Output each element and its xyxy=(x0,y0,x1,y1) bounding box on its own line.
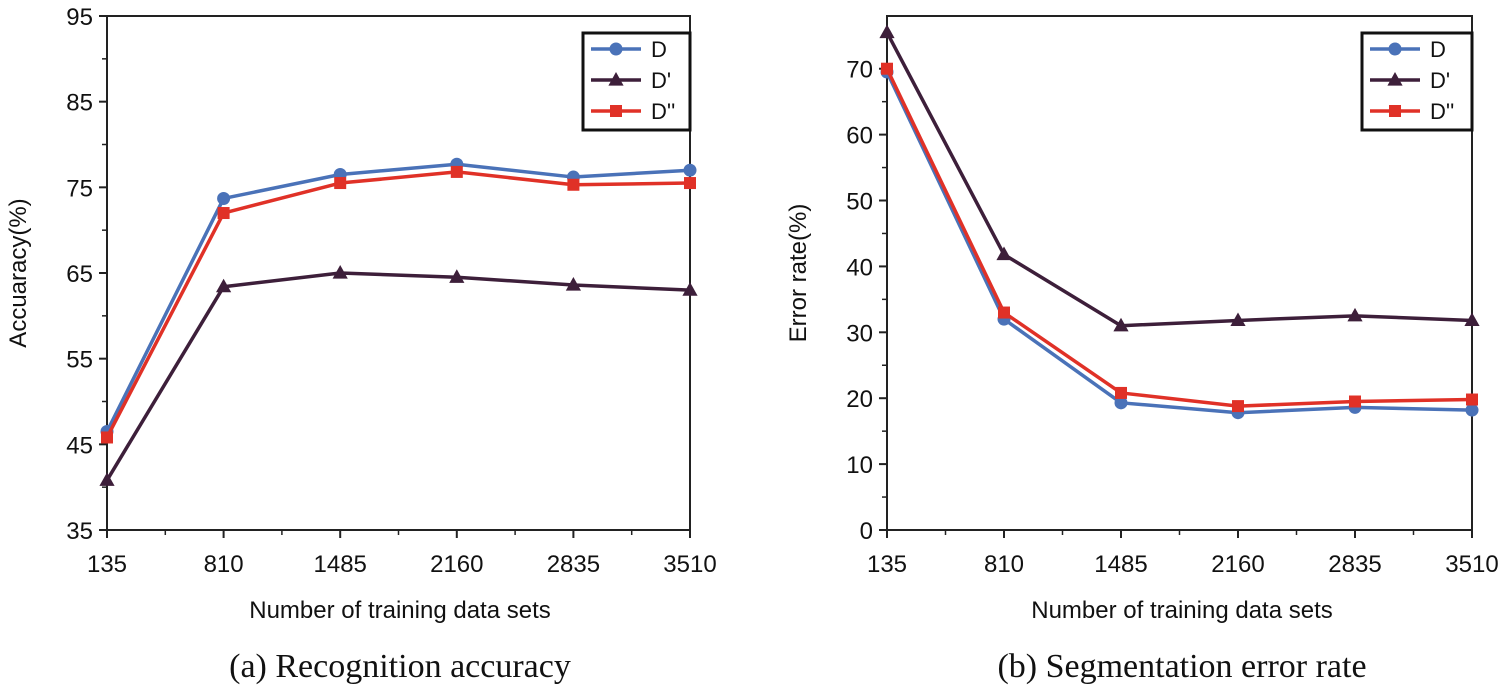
x-tick-label: 2835 xyxy=(547,551,600,578)
legend-marker xyxy=(1387,72,1403,86)
data-point xyxy=(450,165,463,178)
data-point xyxy=(881,62,893,75)
series-line xyxy=(885,31,1473,328)
x-axis-title: Number of training data sets xyxy=(1031,597,1333,624)
series-d xyxy=(100,157,697,438)
legend-marker xyxy=(1389,105,1401,117)
data-point xyxy=(1113,317,1129,332)
data-point xyxy=(1347,307,1363,322)
data-point xyxy=(1466,393,1478,406)
series-dpp xyxy=(881,62,1478,413)
y-tick-label: 45 xyxy=(66,432,93,459)
data-point xyxy=(332,265,348,279)
data-point xyxy=(998,306,1010,319)
series-line xyxy=(105,271,691,482)
x-tick-label: 2835 xyxy=(1328,551,1381,578)
data-point xyxy=(99,472,115,486)
x-tick-label: 135 xyxy=(867,551,907,578)
legend-marker xyxy=(1388,42,1402,56)
data-point xyxy=(683,163,697,177)
x-tick-label: 810 xyxy=(984,551,1024,578)
y-tick-label: 85 xyxy=(66,90,93,117)
legend-marker xyxy=(609,42,623,56)
data-point xyxy=(1115,386,1127,399)
data-point xyxy=(1232,400,1244,413)
y-tick-label: 40 xyxy=(846,254,873,281)
chart-caption: (b) Segmentation error rate xyxy=(997,648,1366,685)
data-point xyxy=(1464,312,1480,327)
series-line xyxy=(105,162,691,433)
data-point xyxy=(1465,403,1479,417)
y-tick-label: 50 xyxy=(846,189,873,216)
legend-label: D xyxy=(1430,37,1446,62)
x-tick-label: 3510 xyxy=(1445,551,1498,578)
data-point xyxy=(449,269,465,283)
legend-label: D xyxy=(651,37,667,62)
legend-label: D' xyxy=(651,68,671,93)
data-point xyxy=(567,178,580,191)
data-point xyxy=(217,191,231,205)
x-tick-label: 135 xyxy=(87,551,127,578)
chart-panel-2: 0 10 20 30 40 50 60 70 135 810 1485 2160 2835 3510 Num… xyxy=(785,15,1499,685)
chart-caption: (a) Recognition accuracy xyxy=(229,648,571,685)
x-tick-label: 1485 xyxy=(1094,551,1147,578)
legend-label: D' xyxy=(1430,68,1450,93)
x-axis-title: Number of training data sets xyxy=(249,597,551,624)
y-tick-label: 10 xyxy=(846,452,873,479)
series-dpp xyxy=(101,165,696,444)
series-line xyxy=(885,67,1473,408)
x-tick-label: 1485 xyxy=(314,551,367,578)
legend-marker xyxy=(608,72,624,86)
data-point xyxy=(682,282,698,296)
data-point xyxy=(216,278,232,293)
x-tick-label: 2160 xyxy=(430,551,483,578)
legend-marker xyxy=(610,105,622,117)
x-tick-label: 2160 xyxy=(1211,551,1264,578)
legend: D D' D'' xyxy=(1360,31,1474,132)
x-tick-label: 810 xyxy=(204,551,244,578)
data-point xyxy=(334,177,347,190)
data-point xyxy=(879,24,895,39)
y-tick-label: 70 xyxy=(846,57,873,84)
y-tick-label: 0 xyxy=(860,518,873,545)
series-line xyxy=(105,170,691,439)
data-point xyxy=(217,207,230,220)
legend-label: D'' xyxy=(1430,99,1454,124)
y-tick-label: 60 xyxy=(846,123,873,150)
data-point xyxy=(101,431,113,444)
chart-panel-1: 35 45 55 65 75 85 95 135 810 1485 2160 2835 3510 Numb… xyxy=(5,4,717,685)
y-tick-label: 75 xyxy=(66,175,93,202)
legend-label: D'' xyxy=(651,99,675,124)
data-point xyxy=(996,246,1012,261)
data-point xyxy=(1349,395,1361,408)
y-tick-label: 55 xyxy=(66,347,93,374)
data-point xyxy=(565,276,581,291)
y-axis-title: Error rate(%) xyxy=(785,204,812,343)
data-point xyxy=(684,177,696,190)
data-point xyxy=(1114,396,1128,410)
y-axis-title: Accuaracy(%) xyxy=(5,198,32,347)
y-tick-label: 30 xyxy=(846,320,873,347)
y-tick-label: 95 xyxy=(66,4,93,31)
series-dp xyxy=(99,265,698,486)
x-tick-label: 3510 xyxy=(663,551,716,578)
legend: D D' D'' xyxy=(581,31,692,132)
series-dp xyxy=(879,24,1480,332)
series-line xyxy=(885,71,1473,415)
data-point xyxy=(1230,312,1246,327)
y-tick-label: 65 xyxy=(66,261,93,288)
y-tick-label: 35 xyxy=(66,518,93,545)
y-tick-label: 20 xyxy=(846,386,873,413)
